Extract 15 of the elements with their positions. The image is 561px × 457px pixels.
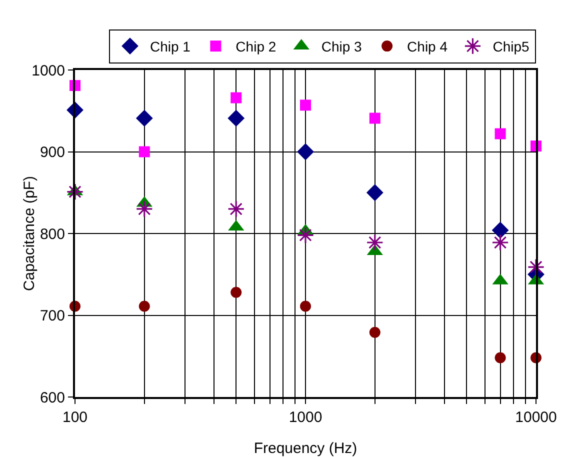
legend-label: Chip 3	[321, 38, 362, 55]
y-tick-label: 700	[40, 308, 65, 324]
y-tick-label: 1000	[32, 62, 65, 80]
x-tick-label: 10000	[515, 409, 557, 426]
y-tick-label: 900	[40, 144, 65, 161]
y-tick-label: 800	[40, 226, 65, 243]
x-tick-label: 100	[62, 409, 88, 426]
x-axis-title: Frequency (Hz)	[254, 440, 358, 457]
legend-label: Chip 1	[150, 38, 191, 55]
x-tick-label: 1000	[288, 409, 322, 426]
legend-label: Chip 2	[236, 38, 276, 55]
y-axis-title: Capacitance (pF)	[20, 176, 38, 292]
y-tick-label: 600	[40, 389, 65, 406]
legend-label: Chip5	[492, 38, 530, 55]
legend-label: Chip 4	[407, 38, 448, 55]
